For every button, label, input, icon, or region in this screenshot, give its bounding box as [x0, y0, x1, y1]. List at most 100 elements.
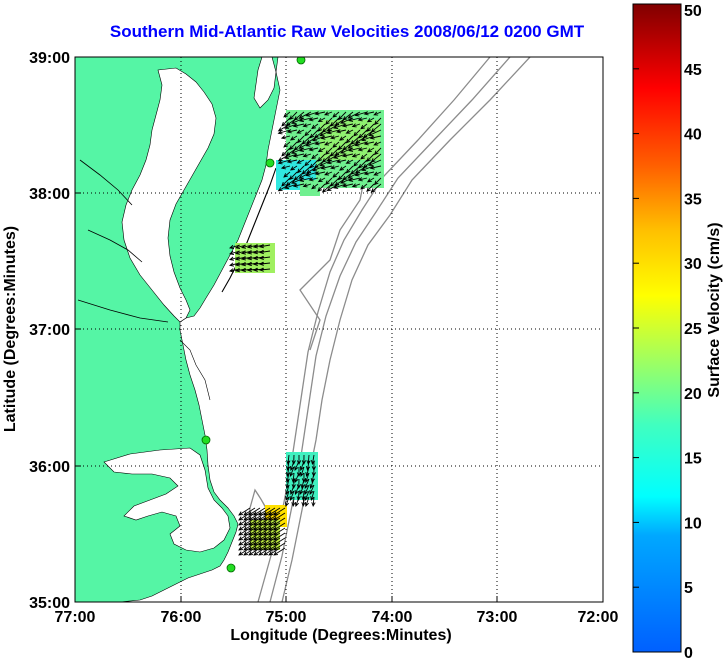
isobath-shelf-inner [281, 57, 531, 602]
velocity-arrow [311, 123, 319, 130]
velocity-arrow [268, 517, 281, 526]
velocity-arrow [286, 454, 291, 466]
velocity-arrow [258, 527, 271, 536]
velocity-arrow [280, 135, 291, 140]
velocity-arrow [248, 542, 261, 551]
velocity-arrow [243, 507, 256, 516]
velocity-arrow [363, 171, 375, 176]
velocity-arrow [354, 171, 368, 177]
velocity-arrow [291, 472, 296, 484]
colorbar-tick-labels: 0 5 10 15 20 25 30 35 40 45 50 [633, 3, 702, 659]
velocity-arrow [298, 177, 312, 183]
y-tick-label: 36:00 [29, 459, 70, 476]
colorbar-tick-label: 25 [684, 321, 702, 338]
velocity-arrow [325, 147, 333, 155]
velocity-arrow [320, 165, 333, 170]
velocity-arrow [299, 460, 305, 471]
velocity-arrow [310, 490, 315, 501]
velocity-arrow [258, 522, 271, 531]
velocity-arrow [304, 496, 310, 507]
velocity-arrow [317, 183, 326, 192]
velocity-arrow [309, 484, 315, 495]
velocity-arrow [273, 542, 286, 551]
velocity-arrow [243, 522, 256, 531]
velocity-arrow [281, 117, 291, 127]
velocity-arrow [238, 542, 251, 551]
velocity-arrow [339, 165, 347, 171]
velocity-arrow [345, 135, 354, 144]
velocity-arrow [277, 129, 291, 135]
velocity-arrow [268, 512, 281, 521]
velocity-arrow [302, 183, 312, 188]
velocity-arrow [299, 466, 305, 477]
velocity-arrow [284, 123, 298, 130]
velocity-arrow [294, 496, 300, 507]
velocity-arrow [280, 165, 291, 170]
velocity-arrow [268, 547, 281, 556]
velocity-arrow [373, 111, 382, 116]
velocity-arrow [258, 512, 271, 521]
x-tick-label: 72:00 [578, 609, 619, 626]
velocity-arrow [357, 177, 368, 182]
velocity-arrow [332, 171, 340, 178]
velocity-arrow [263, 542, 276, 551]
velocity-arrow [263, 512, 276, 521]
velocity-arrow [273, 532, 286, 541]
velocity-arrow [351, 183, 361, 188]
velocity-arrow [326, 129, 340, 135]
velocity-arrow [296, 165, 305, 174]
velocity-arrow [248, 527, 261, 536]
velocity-arrow [302, 153, 312, 158]
velocity-arrow [358, 159, 368, 169]
velocity-arrow [263, 517, 276, 526]
velocity-arrow [238, 517, 251, 526]
velocity-arrow [238, 532, 251, 541]
velocity-arrow [248, 517, 261, 526]
chart-title: Southern Mid-Atlantic Raw Velocities 200… [109, 22, 585, 41]
velocity-arrow [289, 165, 298, 171]
velocity-arrow [330, 165, 340, 170]
velocity-arrow [345, 165, 354, 174]
velocity-arrow [370, 123, 382, 133]
velocity-arrow [258, 267, 271, 272]
velocity-arrow [314, 141, 326, 146]
x-tick-label: 73:00 [477, 609, 518, 626]
velocity-arrow [317, 153, 326, 162]
colorbar-label: Surface Velocity (cm/s) [706, 222, 723, 397]
velocity-arrow [368, 129, 382, 136]
velocity-arrow [373, 147, 382, 156]
velocity-arrow [301, 496, 306, 508]
velocity-arrow [350, 135, 361, 145]
colorbar-tick-label: 40 [684, 127, 702, 144]
velocity-arrow [253, 517, 266, 526]
velocity-arrow [366, 117, 375, 123]
y-tick-labels: 39:00 38:00 37:00 36:00 35:00 [29, 50, 70, 612]
velocity-arrow [317, 117, 326, 123]
colorbar-tick-label: 20 [684, 386, 702, 403]
velocity-arrow [320, 135, 333, 140]
velocity-arrow [289, 484, 295, 495]
velocity-arrow [248, 522, 261, 531]
velocity-arrow [258, 507, 271, 516]
velocity-arrow [258, 261, 271, 266]
velocity-arrow [305, 141, 319, 147]
velocity-arrow [294, 472, 300, 483]
velocity-arrow [268, 542, 281, 551]
velocity-arrow [253, 522, 266, 531]
velocity-arrow [296, 466, 302, 478]
velocity-arrow [248, 507, 261, 516]
velocity-arrow [333, 153, 347, 159]
velocity-arrow [284, 153, 298, 160]
barrier-islands [221, 167, 277, 293]
velocity-arrow [373, 141, 382, 146]
radar-station [201, 435, 211, 445]
colorbar-tick-label: 5 [684, 580, 693, 597]
velocity-arrow [294, 460, 300, 471]
x-axis-label: Longitude (Degrees:Minutes) [230, 627, 451, 644]
velocity-arrow [354, 111, 368, 117]
velocity-arrow [258, 542, 271, 551]
velocity-arrow [273, 512, 286, 521]
velocity-arrow [263, 527, 276, 536]
